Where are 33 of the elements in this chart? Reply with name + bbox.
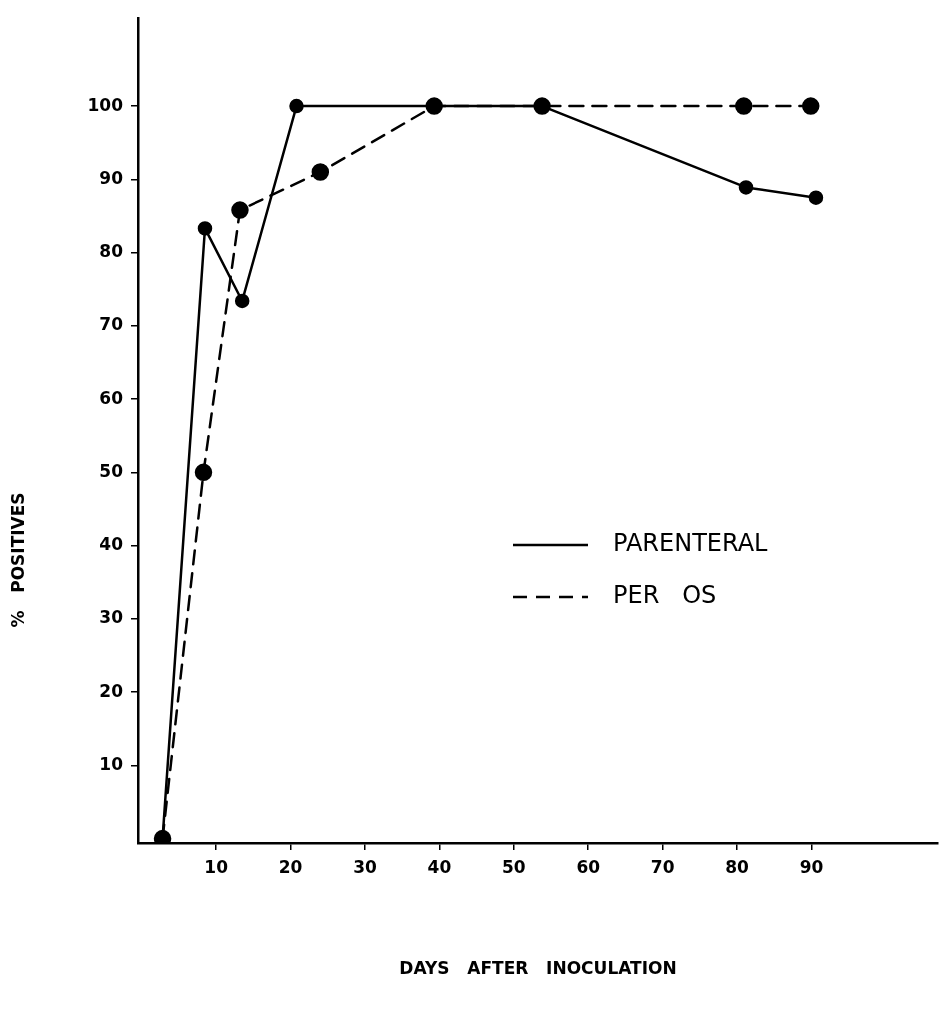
legend-label: PARENTERAL <box>613 529 769 558</box>
x-tick-label: 60 <box>576 856 601 877</box>
y-tick-label: 10 <box>99 753 124 774</box>
point <box>194 463 213 482</box>
x-tick-label: 50 <box>501 856 526 877</box>
point <box>738 180 754 195</box>
point <box>808 190 824 205</box>
y-tick-label: 70 <box>99 314 124 335</box>
y-axis-title: % POSITIVES <box>8 492 29 628</box>
point <box>197 221 213 236</box>
y-tick-label: 100 <box>87 94 124 115</box>
y-tick-label: 80 <box>99 241 124 262</box>
x-axis-title: DAYS AFTER INOCULATION <box>399 958 677 979</box>
y-tick-label: 50 <box>99 460 124 481</box>
legend-label: PER OS <box>613 581 717 610</box>
x-tick-label: 10 <box>204 856 229 877</box>
x-tick-label: 40 <box>427 856 452 877</box>
x-tick-label: 80 <box>725 856 750 877</box>
point <box>801 97 820 115</box>
point <box>311 163 330 181</box>
y-tick-label: 20 <box>99 680 124 701</box>
y-tick-label: 60 <box>99 387 124 408</box>
point <box>289 98 304 114</box>
x-tick-label: 70 <box>650 856 675 877</box>
point <box>735 97 753 115</box>
y-tick-label: 90 <box>99 167 124 188</box>
y-tick-label: 30 <box>99 607 124 628</box>
x-tick-label: 20 <box>278 856 303 877</box>
y-tick-label: 40 <box>99 534 124 555</box>
point <box>231 201 249 219</box>
point <box>234 293 250 309</box>
x-tick-label: 30 <box>353 856 377 877</box>
x-tick-label: 90 <box>799 856 824 877</box>
